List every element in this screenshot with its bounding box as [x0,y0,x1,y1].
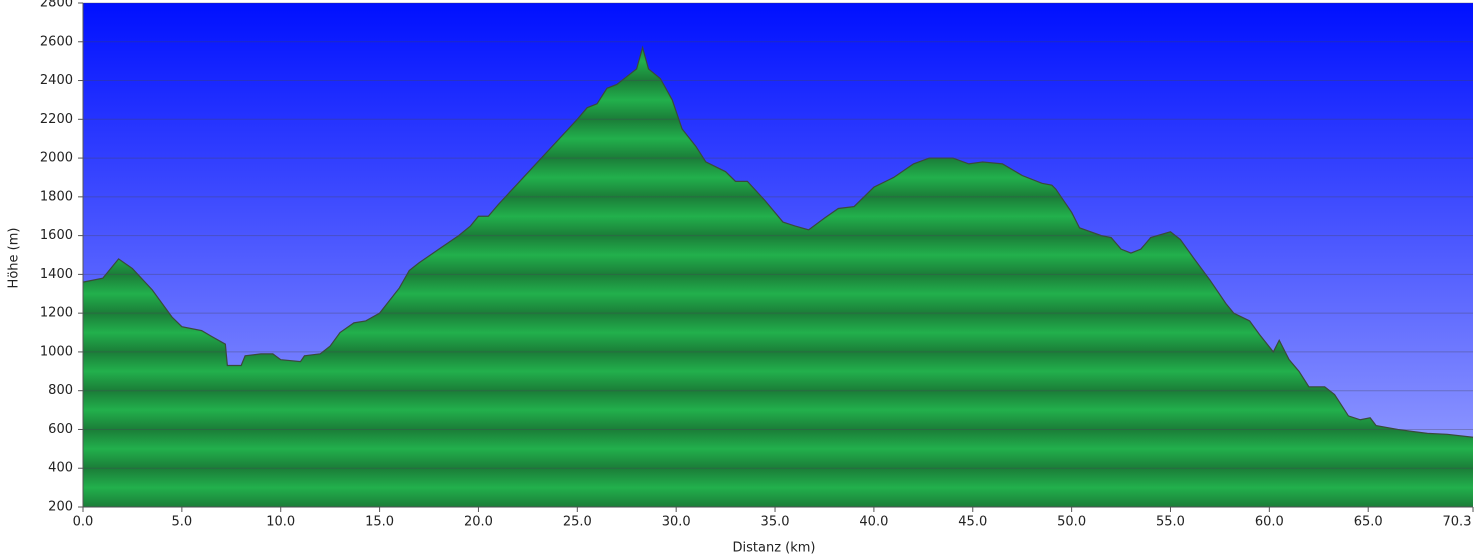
x-tick-label: 40.0 [859,515,888,530]
x-tick-label: 45.0 [958,515,987,530]
y-tick-label: 2200 [40,112,73,127]
x-tick-label: 5.0 [172,515,193,530]
y-tick-label: 1200 [40,306,73,321]
y-tick-label: 800 [48,383,73,398]
x-axis-label: Distanz (km) [733,541,816,556]
y-tick-label: 600 [48,422,73,437]
y-tick-label: 1400 [40,267,73,282]
y-tick-label: 2000 [40,151,73,166]
x-tick-label: 70.3 [1443,515,1472,530]
x-tick-label: 25.0 [563,515,592,530]
y-tick-label: 400 [48,461,73,476]
y-axis-label: Höhe (m) [7,228,22,289]
x-tick-label: 60.0 [1255,515,1284,530]
x-tick-label: 10.0 [266,515,295,530]
x-tick-label: 35.0 [761,515,790,530]
y-tick-label: 1800 [40,189,73,204]
area-outline [82,45,1474,438]
x-tick-label: 55.0 [1156,515,1185,530]
x-tick-label: 30.0 [662,515,691,530]
x-tick-label: 65.0 [1354,515,1383,530]
y-tick-label: 2800 [40,0,73,11]
x-tick-label: 50.0 [1057,515,1086,530]
y-tick-label: 200 [48,500,73,515]
y-tick-label: 2600 [40,34,73,49]
x-tick-label: 20.0 [464,515,493,530]
x-tick-label: 15.0 [365,515,394,530]
y-tick-label: 1000 [40,344,73,359]
y-tick-label: 2400 [40,73,73,88]
y-tick-label: 1600 [40,228,73,243]
x-tick-label: 0.0 [73,515,94,530]
area [83,47,1473,507]
